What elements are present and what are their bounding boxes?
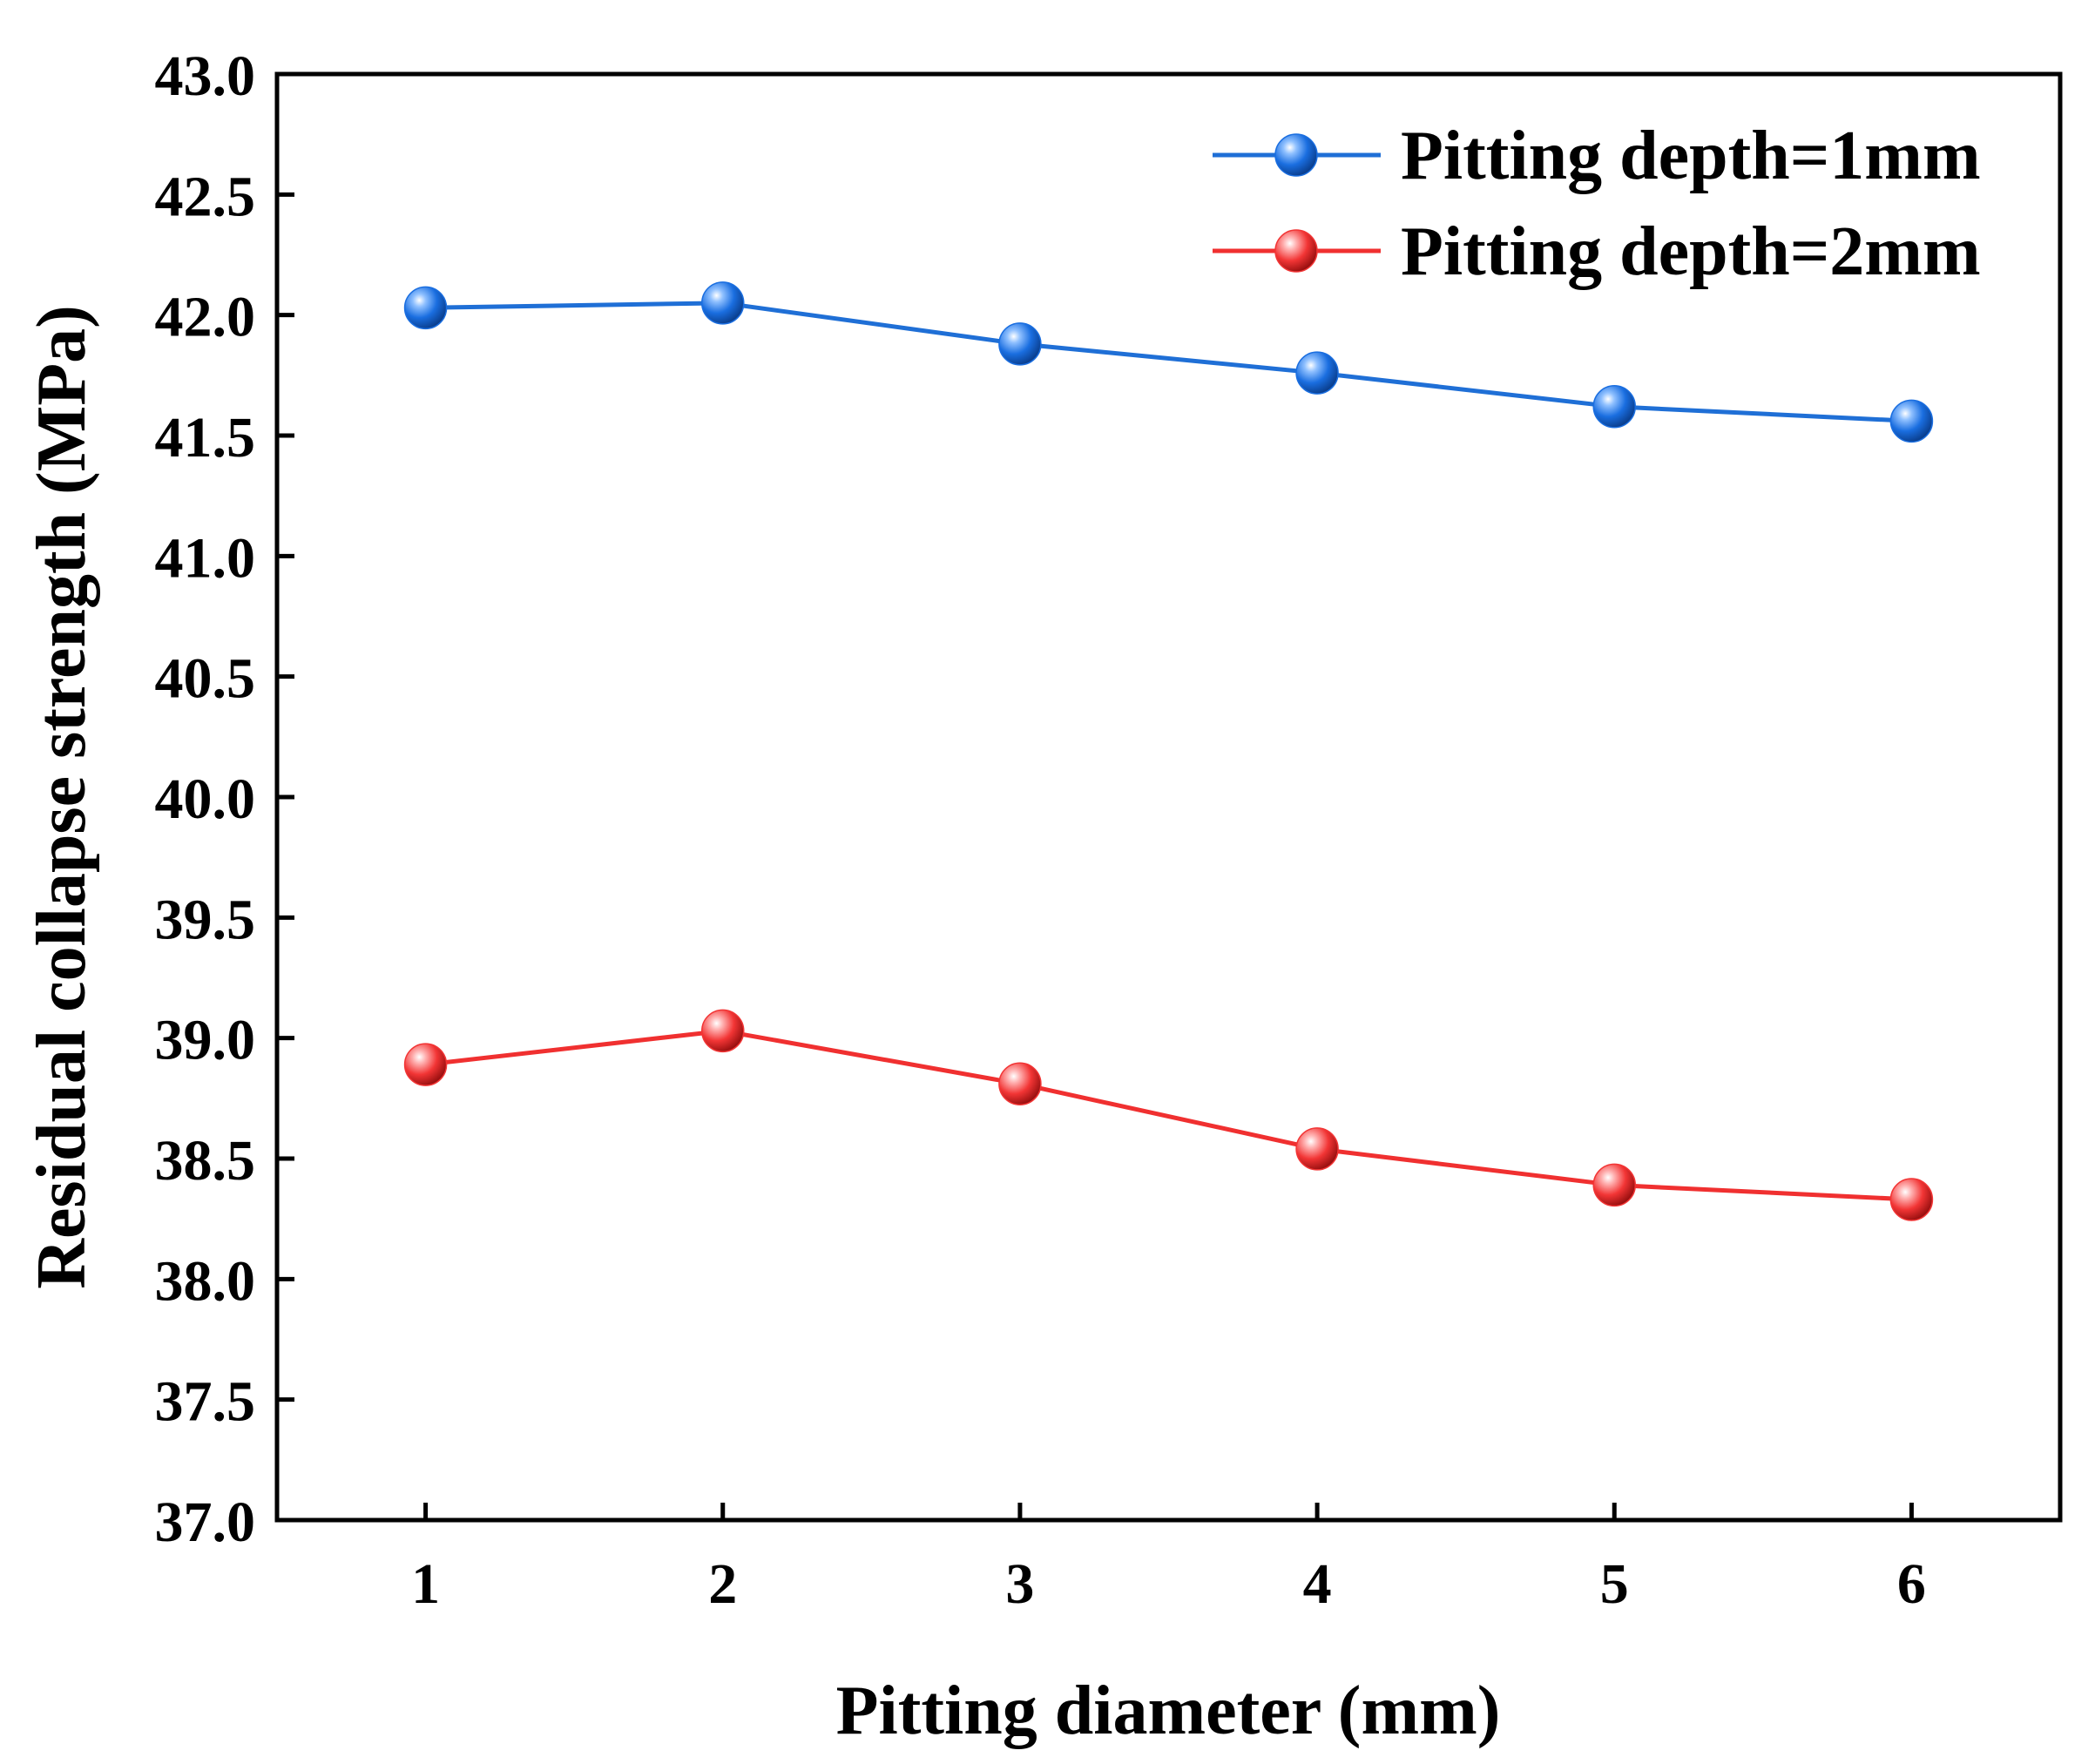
y-tick-label: 38.0 bbox=[155, 1249, 256, 1313]
x-tick-label: 3 bbox=[1005, 1552, 1034, 1616]
data-point bbox=[701, 281, 745, 325]
plot-frame bbox=[274, 71, 2063, 1523]
legend-item: Pitting depth=1mm bbox=[1213, 118, 1981, 194]
x-tick-label: 6 bbox=[1897, 1552, 1926, 1616]
y-tick-label: 43.0 bbox=[155, 44, 256, 108]
legend-item: Pitting depth=2mm bbox=[1213, 213, 1981, 290]
legend-swatch-marker bbox=[1274, 229, 1318, 273]
data-point bbox=[1295, 1127, 1339, 1171]
legend-label: Pitting depth=2mm bbox=[1401, 213, 1981, 290]
data-point bbox=[1889, 399, 1934, 443]
series-1 bbox=[403, 281, 1934, 443]
data-point bbox=[1592, 1163, 1636, 1207]
data-point bbox=[1889, 1178, 1934, 1221]
data-point bbox=[403, 286, 448, 330]
x-axis-title: Pitting diameter (mm) bbox=[836, 1673, 1501, 1749]
data-point bbox=[1592, 385, 1636, 429]
y-axis: 37.0 37.5 38.0 38.5 39.0 39.5 40.0 40.5 41.0 41.5… bbox=[155, 44, 294, 1554]
legend-swatch-marker bbox=[1274, 133, 1318, 177]
y-tick-label: 40.0 bbox=[155, 767, 256, 831]
data-point bbox=[403, 1043, 448, 1086]
x-axis: 1 2 3 4 5 6 bbox=[411, 1503, 1926, 1616]
y-tick-label: 40.5 bbox=[155, 647, 256, 711]
data-point bbox=[701, 1009, 745, 1053]
x-tick-label: 1 bbox=[411, 1552, 440, 1616]
y-tick-label: 41.0 bbox=[155, 526, 256, 590]
series-layer bbox=[403, 281, 1934, 1221]
y-tick-label: 39.5 bbox=[155, 888, 256, 951]
series-2 bbox=[403, 1009, 1934, 1221]
y-tick-label: 41.5 bbox=[155, 406, 256, 470]
y-tick-label: 38.5 bbox=[155, 1129, 256, 1193]
y-tick-label: 37.0 bbox=[155, 1490, 256, 1554]
series-line bbox=[425, 1028, 1912, 1202]
y-tick-label: 42.5 bbox=[155, 165, 256, 228]
data-point bbox=[1295, 351, 1339, 395]
data-point bbox=[998, 1062, 1042, 1105]
x-tick-label: 4 bbox=[1303, 1552, 1332, 1616]
y-tick-label: 39.0 bbox=[155, 1009, 256, 1072]
x-tick-label: 5 bbox=[1600, 1552, 1629, 1616]
data-point bbox=[998, 322, 1042, 366]
x-tick-label: 2 bbox=[708, 1552, 737, 1616]
y-tick-label: 42.0 bbox=[155, 286, 256, 349]
legend-label: Pitting depth=1mm bbox=[1401, 118, 1981, 194]
legend: Pitting depth=1mm Pitting depth=2mm bbox=[1213, 118, 1981, 290]
series-line bbox=[425, 301, 1912, 423]
y-axis-title: Residual collapse strength (MPa) bbox=[24, 305, 100, 1289]
y-tick-label: 37.5 bbox=[155, 1370, 256, 1434]
